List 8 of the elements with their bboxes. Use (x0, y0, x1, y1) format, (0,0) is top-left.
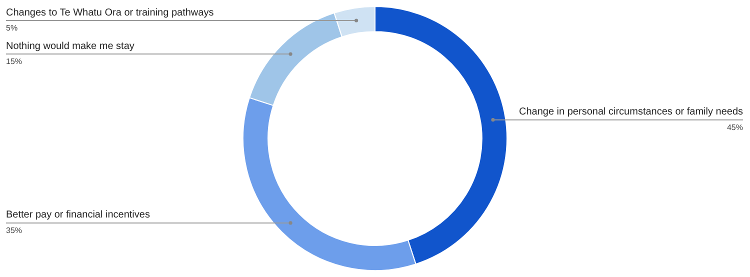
slice-label: Changes to Te Whatu Ora or training pathways (6, 7, 214, 18)
slice-label: Better pay or financial incentives (6, 210, 150, 221)
data-label: 5% (6, 24, 18, 33)
data-label: 15% (6, 57, 22, 66)
data-label: 35% (6, 226, 22, 236)
data-label: 45% (726, 123, 743, 132)
slice-label: Change in personal circumstances or family needs (519, 106, 743, 118)
slice-label: Nothing would make me stay (6, 40, 134, 52)
